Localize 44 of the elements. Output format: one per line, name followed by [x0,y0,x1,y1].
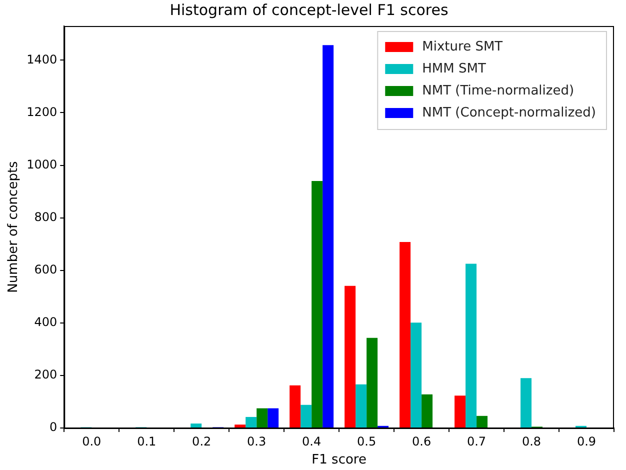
legend-label: NMT (Concept-normalized) [422,105,596,120]
x-tick-label: 0.4 [302,434,322,448]
x-tick-label: 0.5 [357,434,376,448]
bar [300,404,312,428]
x-tick-label: 0.1 [137,434,156,448]
bar [234,424,246,428]
x-tick-label: 0.3 [247,434,266,448]
legend-label: Mixture SMT [422,39,503,54]
bar [466,264,477,428]
bar [322,45,334,428]
legend-label: HMM SMT [422,61,486,76]
bar [344,286,356,428]
bar [476,416,488,428]
x-tick-label: 0.6 [412,434,432,448]
x-axis-title: F1 score [312,452,366,468]
x-tick-label: 0.0 [82,434,102,448]
x-tick-label: 0.9 [576,434,596,448]
y-axis-title: Number of concepts [6,160,22,293]
bar [356,384,367,428]
x-tick-label: 0.2 [192,434,212,448]
y-tick-label: 200 [34,368,58,382]
bar [190,424,202,428]
chart-title: Histogram of concept-level F1 scores [170,0,448,19]
bar [256,408,268,428]
bar [312,181,323,428]
y-tick-label: 600 [34,262,58,276]
x-tick-label: 0.8 [522,434,542,448]
y-tick-label: 800 [34,210,58,224]
y-tick-label: 400 [34,315,58,330]
bar [422,394,433,428]
bar [268,408,279,428]
bar [290,385,301,428]
bar [410,322,422,428]
legend-label: NMT (Time-normalized) [422,83,574,98]
bar [454,396,466,428]
bar [246,416,257,428]
bar [400,242,411,428]
x-tick-label: 0.7 [466,434,486,448]
y-tick-label: 1000 [26,157,58,172]
bar [520,378,532,428]
y-tick-label: 1200 [26,104,58,119]
bar [366,338,378,428]
y-tick-label: 0 [50,420,58,434]
y-tick-label: 1400 [26,52,58,66]
